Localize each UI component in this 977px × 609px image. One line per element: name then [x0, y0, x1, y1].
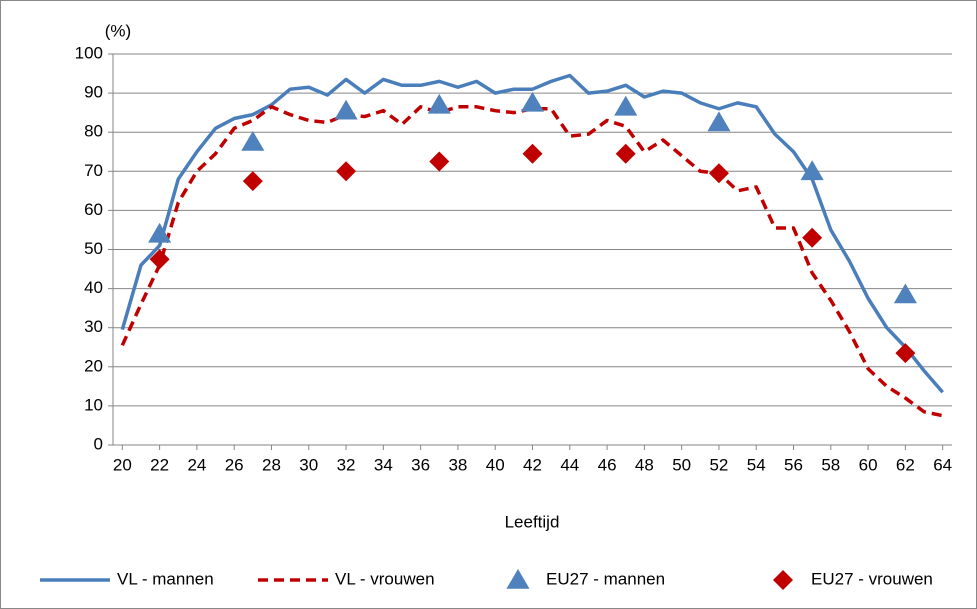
x-tick-label: 24 — [187, 455, 206, 474]
marker — [895, 343, 916, 364]
marker — [148, 222, 172, 243]
marker — [800, 160, 824, 181]
y-tick-label: 100 — [75, 43, 103, 62]
y-tick-label: 40 — [84, 278, 103, 297]
y-tick-label: 90 — [84, 83, 103, 102]
x-tick-label: 22 — [150, 455, 169, 474]
line — [120, 105, 944, 418]
x-tick-label: 60 — [859, 455, 878, 474]
x-tick-label: 32 — [337, 455, 356, 474]
x-tick-label: 34 — [374, 455, 393, 474]
y-tick-label: 0 — [94, 434, 103, 453]
y-tick-label: 80 — [84, 122, 103, 141]
y-unit-label: (%) — [105, 21, 131, 40]
marker — [615, 143, 636, 164]
x-tick-label: 28 — [262, 455, 281, 474]
x-tick-label: 44 — [560, 455, 579, 474]
marker — [707, 111, 731, 132]
x-tick-label: 20 — [113, 455, 132, 474]
marker — [614, 95, 638, 116]
x-tick-label: 64 — [933, 455, 952, 474]
x-tick-label: 26 — [225, 455, 244, 474]
marker — [149, 249, 170, 270]
marker — [802, 227, 823, 248]
marker — [520, 91, 545, 112]
marker — [708, 163, 729, 184]
marker — [427, 93, 451, 114]
marker — [334, 99, 358, 120]
x-tick-label: 30 — [299, 455, 318, 474]
line — [120, 73, 945, 394]
x-tick-label: 62 — [896, 455, 915, 474]
marker — [522, 143, 543, 164]
marker — [893, 283, 917, 304]
y-tick-label: 70 — [84, 161, 103, 180]
x-tick-label: 40 — [486, 455, 505, 474]
x-tick-label: 42 — [523, 455, 542, 474]
x-tick-label: 36 — [411, 455, 430, 474]
y-tick-label: 10 — [84, 395, 103, 414]
y-tick-label: 30 — [84, 317, 103, 336]
x-tick-label: 58 — [821, 455, 840, 474]
x-tick-label: 50 — [672, 455, 691, 474]
legend-label: VL - mannen — [117, 569, 214, 588]
x-tick-label: 52 — [709, 455, 728, 474]
marker — [429, 151, 450, 172]
marker — [241, 130, 265, 151]
x-tick-label: 48 — [635, 455, 654, 474]
x-tick-label: 56 — [784, 455, 803, 474]
legend-swatch — [773, 570, 793, 590]
x-tick-label: 54 — [747, 455, 766, 474]
marker — [242, 171, 263, 192]
x-axis-label: Leeftijd — [505, 512, 560, 531]
legend-label: EU27 - vrouwen — [811, 569, 933, 588]
x-tick-label: 38 — [448, 455, 467, 474]
legend-label: EU27 - mannen — [546, 569, 665, 588]
x-tick-label: 46 — [598, 455, 617, 474]
legend-swatch — [506, 569, 530, 589]
y-tick-label: 60 — [84, 200, 103, 219]
y-tick-label: 50 — [84, 239, 103, 258]
legend-label: VL - vrouwen — [335, 569, 435, 588]
y-tick-label: 20 — [84, 356, 103, 375]
marker — [336, 161, 357, 182]
